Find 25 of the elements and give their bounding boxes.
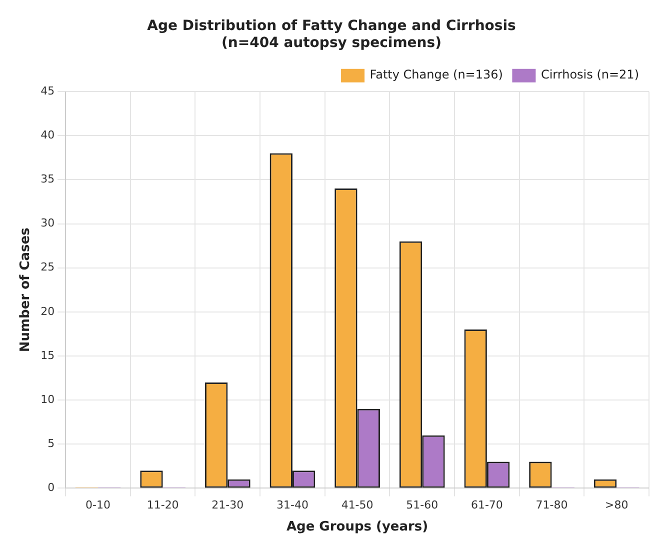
y-tick-label: 15: [40, 348, 55, 362]
x-tick-label: 51-60: [406, 498, 438, 512]
x-tick-label: 21-30: [212, 498, 244, 512]
x-tick-label: 71-80: [536, 498, 568, 512]
y-tick-label: 0: [48, 481, 55, 494]
y-tick-label: 45: [40, 84, 55, 98]
y-tick-label: 40: [40, 128, 55, 142]
x-tick-label: >80: [604, 498, 628, 512]
x-tick-label: 11-20: [146, 498, 179, 512]
chart-subtitle: (n=404 autopsy specimens): [221, 34, 442, 51]
y-tick-label: 35: [40, 172, 55, 186]
x-tick-label: 61-70: [470, 498, 503, 512]
y-tick-label: 25: [40, 260, 55, 274]
legend-label: Cirrhosis (n=21): [540, 68, 640, 82]
x-tick-label: 0-10: [86, 498, 110, 512]
y-tick-label: 5: [48, 436, 55, 450]
y-tick-label: 30: [40, 216, 55, 230]
y-tick-label: 20: [40, 304, 55, 318]
x-tick-label: 41-50: [341, 498, 374, 512]
x-axis-title: Age Groups (years): [286, 520, 428, 535]
chart-title: Age Distribution of Fatty Change and Cirrhosis: [147, 18, 516, 34]
y-axis-title: Number of Cases: [18, 227, 34, 352]
legend-label: Fatty Change (n=136): [370, 68, 503, 82]
x-tick-label: 31-40: [276, 498, 308, 512]
y-tick-label: 10: [40, 392, 55, 406]
